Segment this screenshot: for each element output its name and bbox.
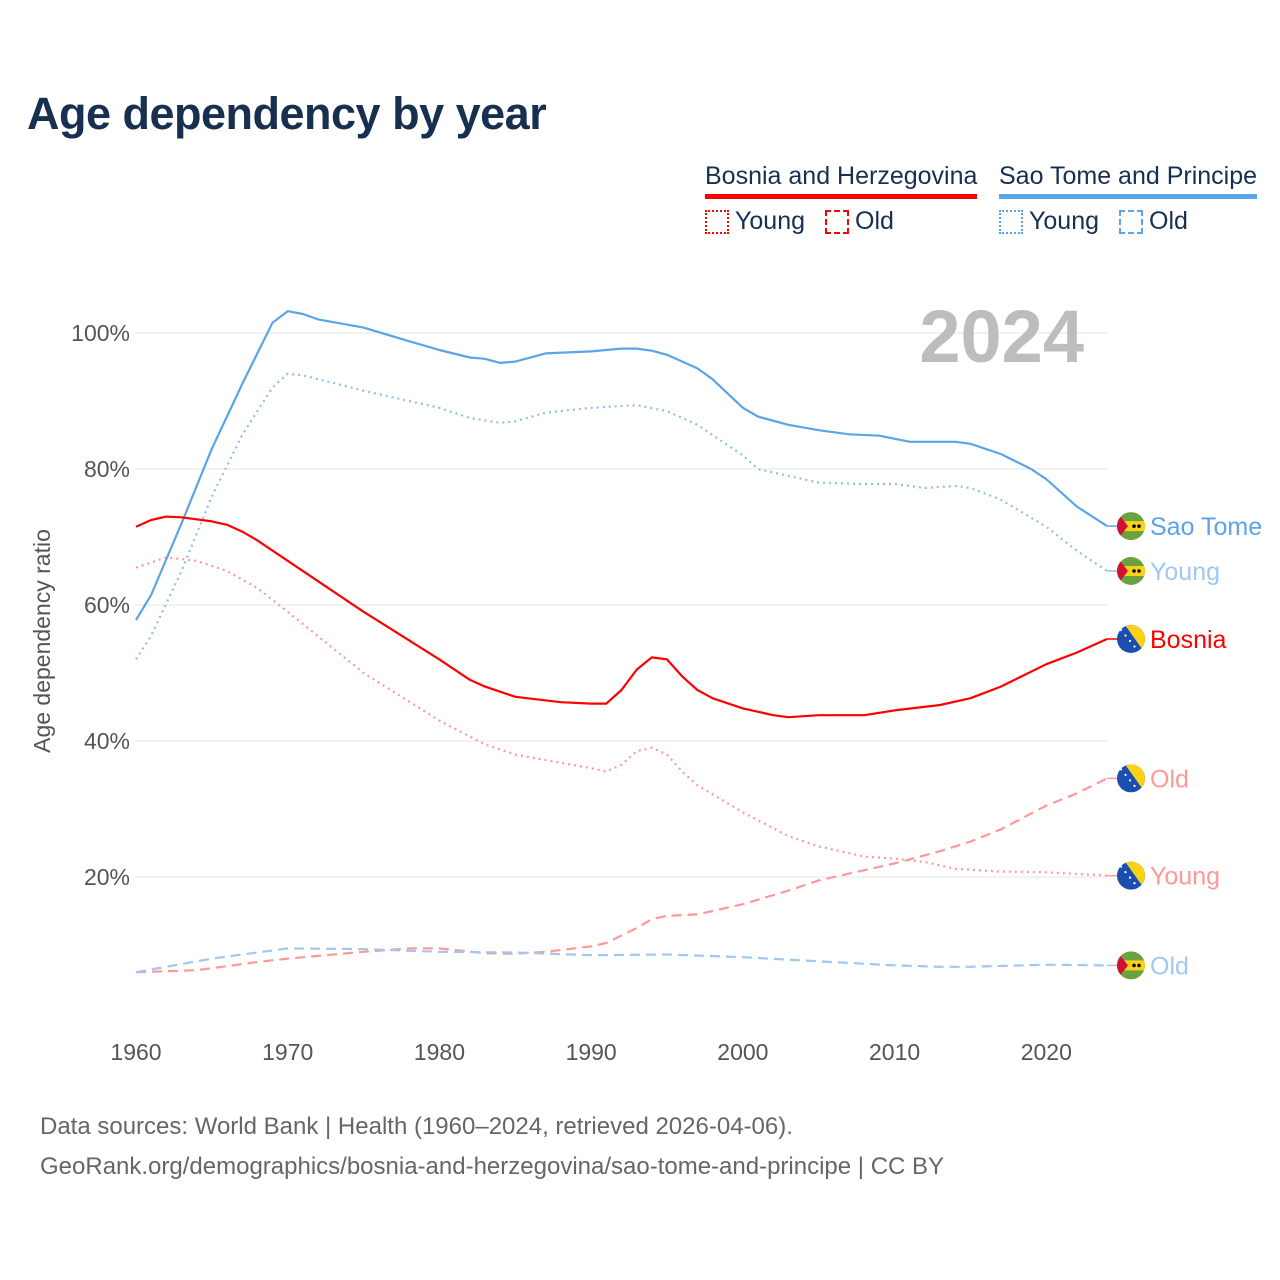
flag-triangle bbox=[1125, 625, 1145, 653]
sao-tome-flag-icon bbox=[1117, 512, 1145, 541]
y-tick-label: 80% bbox=[84, 456, 130, 482]
flag-star bbox=[1124, 773, 1127, 777]
y-axis-label: Age dependency ratio bbox=[29, 529, 55, 753]
x-tick-label: 2020 bbox=[1021, 1039, 1072, 1065]
flag-star bbox=[1137, 569, 1141, 573]
footer: Data sources: World Bank | Health (1960–… bbox=[40, 1107, 944, 1187]
flag-star bbox=[1132, 524, 1136, 528]
series-line-sao-tome-and-principe-young bbox=[135, 372, 1108, 660]
end-label: Old bbox=[1150, 765, 1189, 793]
legend-young-label: Young bbox=[1029, 207, 1099, 235]
end-label: Sao Tome bbox=[1150, 513, 1262, 541]
series-line-sao-tome-and-principe bbox=[135, 310, 1108, 621]
bosnia-flag-icon bbox=[1117, 625, 1145, 653]
flag-star bbox=[1137, 790, 1141, 793]
end-label: Bosnia bbox=[1150, 626, 1227, 654]
flag-star bbox=[1137, 963, 1141, 968]
legend-country-label: Sao Tome and Principe bbox=[999, 162, 1258, 190]
flag-body bbox=[1117, 625, 1145, 653]
legend-color-bar bbox=[999, 194, 1258, 199]
sao-tome-flag-icon bbox=[1117, 951, 1145, 980]
source-url: GeoRank.org/demographics/bosnia-and-herz… bbox=[40, 1153, 945, 1180]
end-label: Old bbox=[1150, 952, 1189, 980]
x-tick-label: 1980 bbox=[414, 1039, 465, 1065]
x-tick-label: 1990 bbox=[566, 1039, 617, 1065]
flag-star bbox=[1124, 634, 1127, 637]
legend-sao-tome: Sao Tome and Principe Young Old bbox=[999, 162, 1258, 236]
data-source-note: Data sources: World Bank | Health (1960–… bbox=[40, 1113, 793, 1140]
flag-yellow bbox=[1117, 566, 1145, 576]
end-label: Young bbox=[1150, 863, 1220, 891]
flag-star bbox=[1137, 650, 1141, 653]
legend-young-swatch bbox=[705, 209, 729, 234]
bosnia-flag-icon bbox=[1117, 861, 1145, 890]
flag-triangle bbox=[1125, 764, 1145, 793]
flag-star bbox=[1133, 784, 1136, 788]
flag-body bbox=[1117, 557, 1145, 585]
y-tick-label: 40% bbox=[84, 728, 130, 754]
series-line-bosnia-and-herzegovina-old bbox=[135, 777, 1108, 974]
bosnia-flag-icon bbox=[1117, 764, 1145, 793]
series-line-bosnia-and-herzegovina bbox=[135, 515, 1108, 719]
y-tick-label: 100% bbox=[71, 320, 130, 346]
x-tick-label: 1970 bbox=[262, 1039, 313, 1065]
series-line-bosnia-and-herzegovina-young bbox=[135, 556, 1108, 877]
legend-old-swatch bbox=[1119, 209, 1143, 234]
flag-star bbox=[1119, 865, 1123, 868]
flag-yellow bbox=[1117, 960, 1145, 971]
x-tick-label: 2000 bbox=[717, 1039, 768, 1065]
y-tick-label: 20% bbox=[84, 864, 130, 890]
chart-title: Age dependency by year bbox=[27, 88, 547, 139]
flag-body bbox=[1117, 764, 1145, 793]
flag-star bbox=[1119, 768, 1123, 771]
flag-star bbox=[1137, 524, 1141, 528]
flag-red bbox=[1117, 557, 1128, 585]
legend-old-label: Old bbox=[1149, 207, 1188, 235]
legend-color-bar bbox=[705, 194, 978, 199]
flag-yellow bbox=[1117, 521, 1145, 532]
flag-star bbox=[1132, 963, 1136, 968]
end-label: Young bbox=[1150, 558, 1220, 586]
legend-old-label: Old bbox=[855, 207, 894, 235]
flag-star bbox=[1119, 628, 1123, 632]
flag-star bbox=[1128, 876, 1132, 879]
sao-tome-flag-icon bbox=[1117, 557, 1145, 585]
flag-star bbox=[1137, 887, 1141, 890]
flag-body bbox=[1117, 861, 1145, 890]
year-watermark: 2024 bbox=[919, 295, 1084, 378]
y-tick-label: 60% bbox=[84, 592, 130, 618]
flag-star bbox=[1128, 639, 1132, 643]
flag-red bbox=[1117, 951, 1128, 980]
legend-young-label: Young bbox=[735, 207, 805, 235]
flag-star bbox=[1124, 871, 1127, 874]
flag-body bbox=[1117, 951, 1145, 980]
x-tick-label: 1960 bbox=[110, 1039, 161, 1065]
flag-body bbox=[1117, 512, 1145, 541]
x-tick-label: 2010 bbox=[869, 1039, 920, 1065]
flag-star bbox=[1132, 569, 1136, 573]
flag-star bbox=[1133, 645, 1136, 648]
flag-red bbox=[1117, 512, 1128, 541]
legend-old-swatch bbox=[825, 209, 849, 234]
legend-country-label: Bosnia and Herzegovina bbox=[705, 162, 978, 190]
flag-star bbox=[1128, 779, 1132, 782]
legend-bosnia: Bosnia and Herzegovina Young Old bbox=[705, 162, 978, 236]
series-line-sao-tome-and-principe-old bbox=[135, 947, 1108, 974]
flag-star bbox=[1133, 882, 1136, 885]
flag-triangle bbox=[1125, 861, 1145, 890]
legend-young-swatch bbox=[999, 209, 1023, 234]
